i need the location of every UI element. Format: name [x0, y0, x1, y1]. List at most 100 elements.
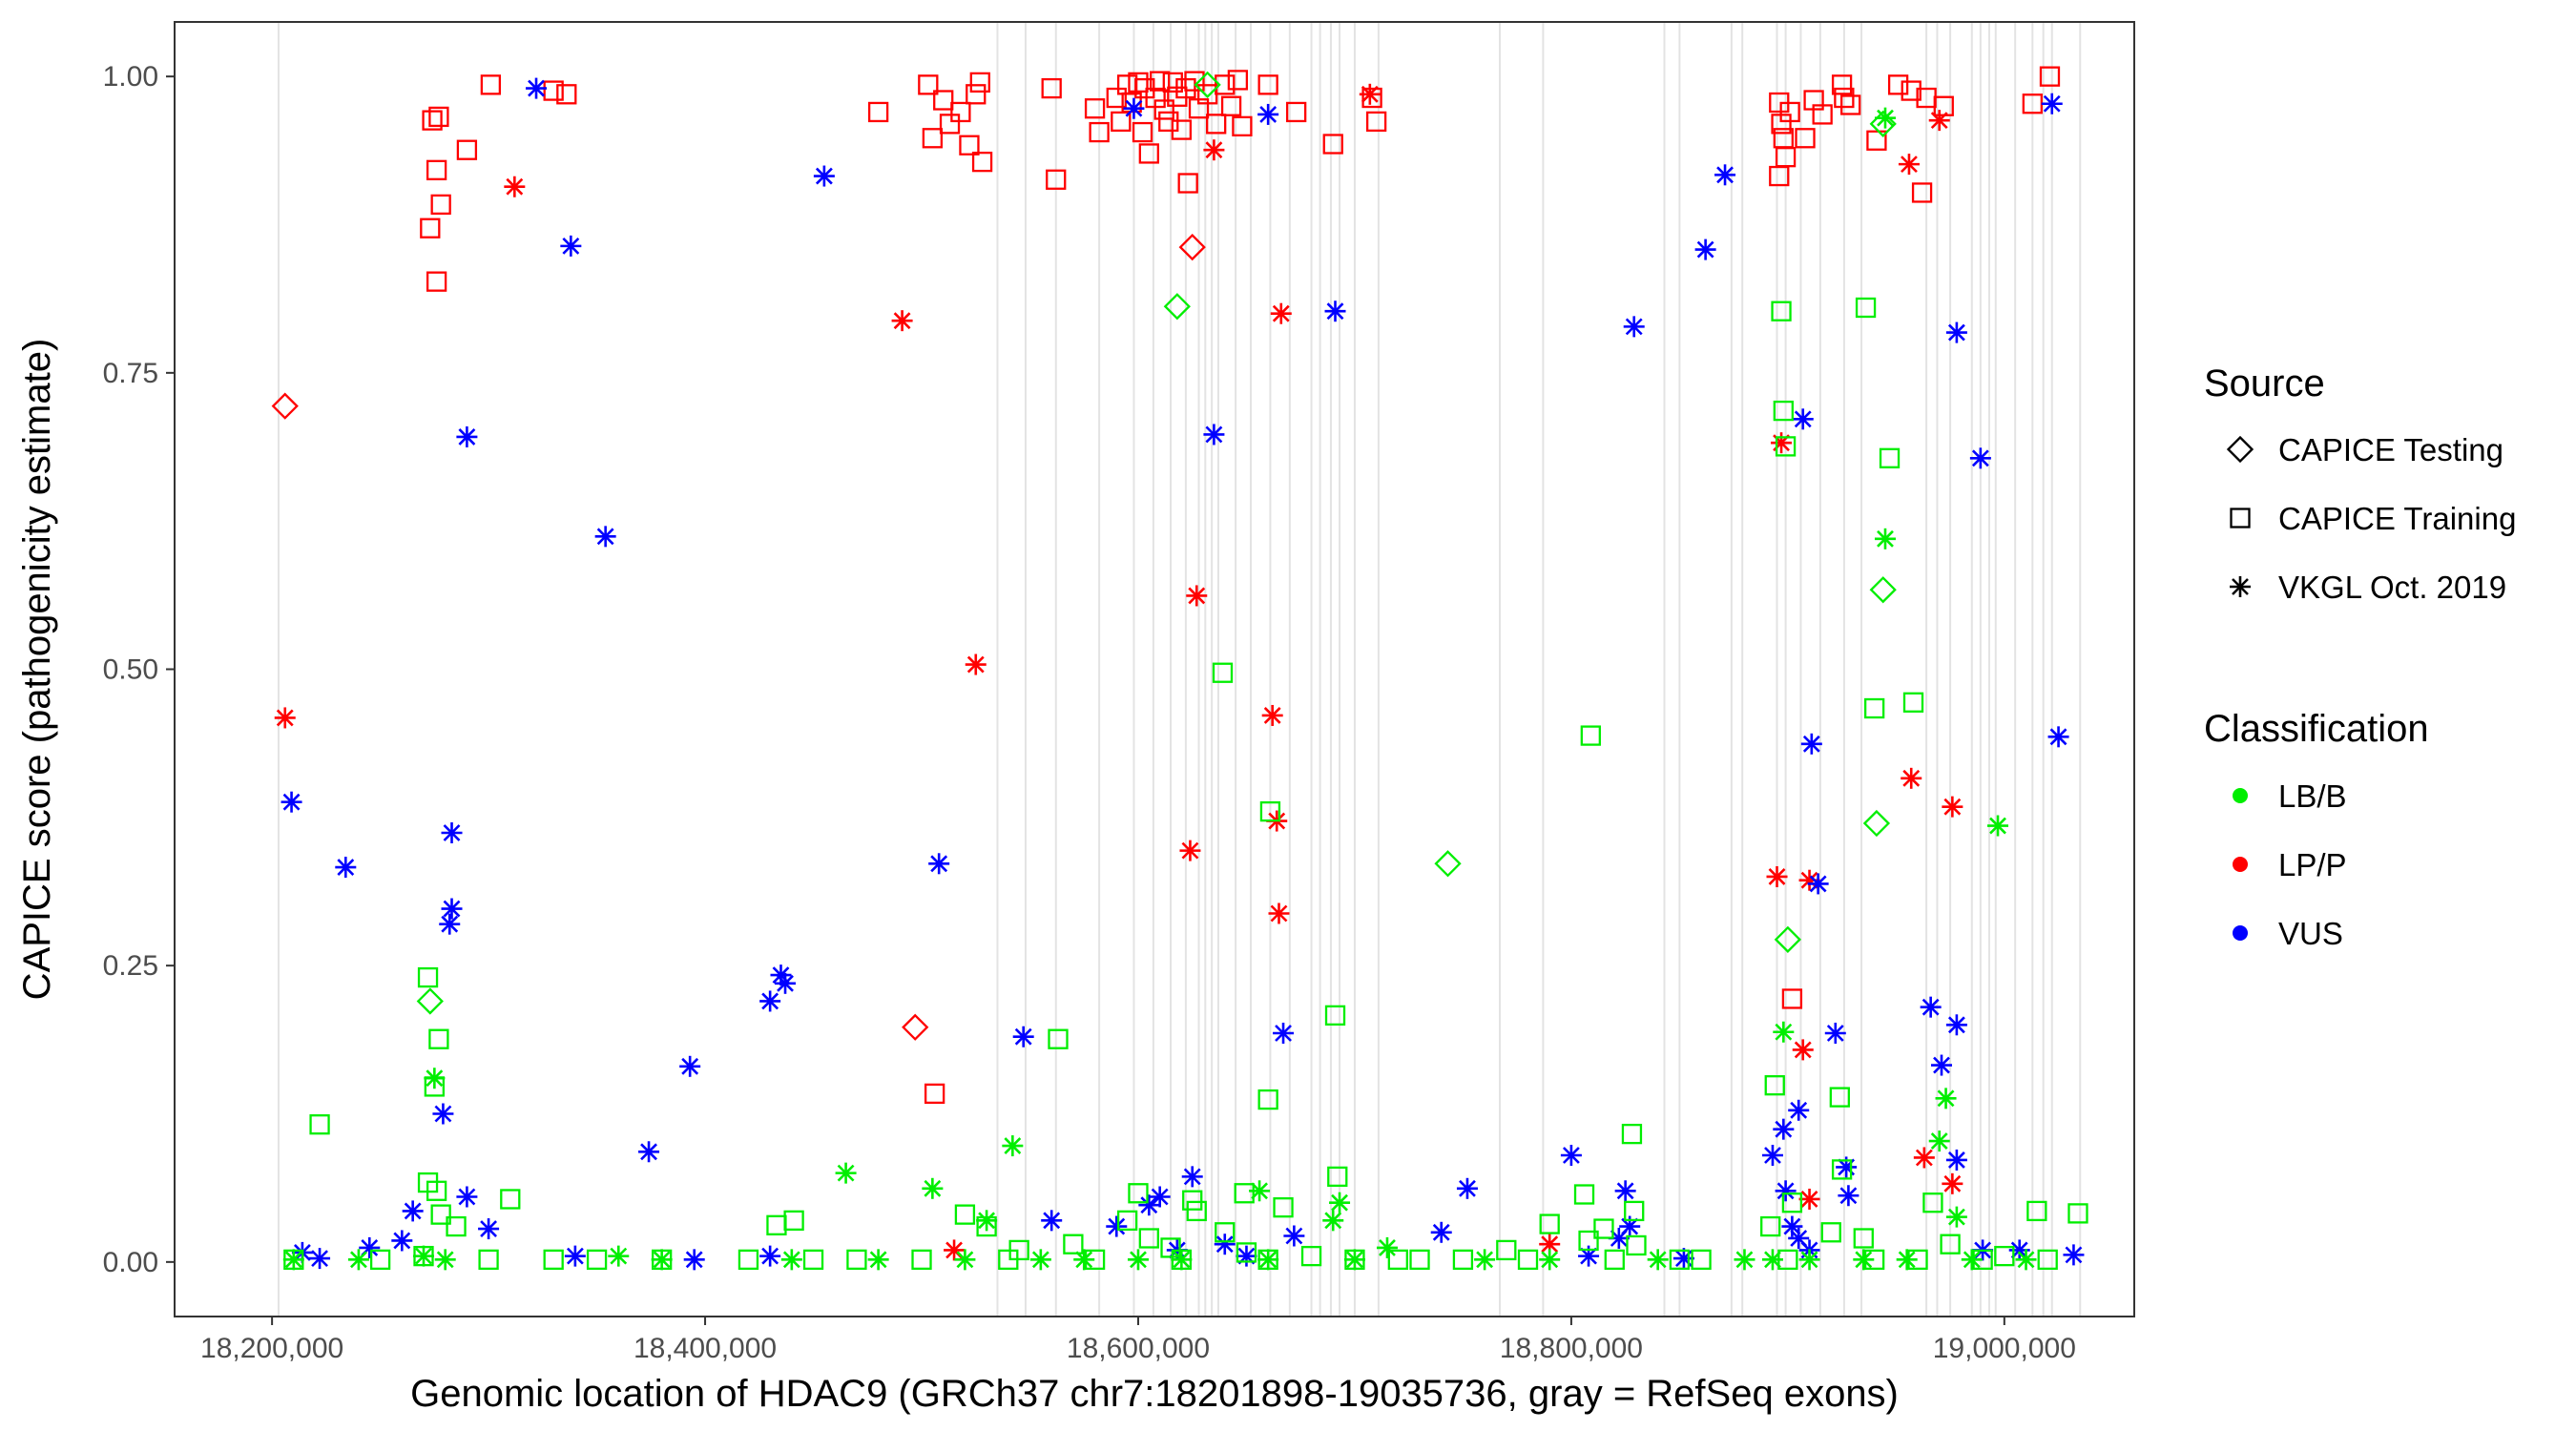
data-point [1046, 169, 1067, 190]
data-point [1206, 114, 1227, 135]
data-point [1232, 115, 1253, 137]
data-point [1669, 1249, 1691, 1271]
legend-key-dot [2233, 857, 2248, 872]
data-point [1286, 101, 1307, 123]
data-point [1162, 72, 1183, 93]
data-point [402, 1200, 424, 1222]
data-point [1560, 1144, 1582, 1166]
data-point [456, 1186, 478, 1208]
data-point [939, 114, 961, 135]
data-point [1942, 796, 1963, 818]
data-point [1106, 87, 1127, 109]
data-point [1324, 1005, 1346, 1027]
data-point [1178, 233, 1206, 261]
data-point [1182, 1190, 1203, 1211]
data-point [1002, 1135, 1024, 1157]
data-point [1869, 110, 1897, 137]
data-point [1539, 1234, 1561, 1255]
data-point [2041, 93, 2063, 114]
data-point [309, 1114, 330, 1135]
data-point [1812, 104, 1833, 125]
data-point [1128, 72, 1149, 93]
data-point [1902, 692, 1924, 713]
data-point [1539, 1249, 1561, 1271]
data-point [1573, 1184, 1595, 1205]
data-point [1779, 101, 1800, 123]
series-2 [416, 71, 1897, 1015]
data-point [683, 1249, 705, 1271]
data-point [1619, 1215, 1641, 1237]
legend-class-lbb: LB/B [2278, 778, 2347, 814]
y-tick-label: 1.00 [103, 61, 158, 93]
data-point [1775, 1180, 1797, 1202]
data-point [2039, 66, 2061, 87]
data-point [1580, 725, 1601, 746]
data-point [1106, 1215, 1128, 1237]
series-1 [271, 233, 1206, 1041]
data-point [1773, 1118, 1795, 1140]
data-point [1184, 71, 1205, 92]
data-point [1578, 1230, 1599, 1252]
data-point [1647, 1249, 1669, 1271]
data-point [420, 218, 441, 238]
data-point [1344, 1249, 1365, 1271]
data-point [1593, 1218, 1614, 1239]
data-point [1863, 1249, 1885, 1271]
data-point [1760, 1215, 1781, 1237]
data-point [1922, 1192, 1943, 1213]
data-point [1496, 1239, 1517, 1261]
data-point [1234, 1183, 1255, 1204]
series-0 [420, 66, 2061, 1105]
data-point [976, 1215, 997, 1237]
data-point [424, 1076, 446, 1097]
data-point [1771, 432, 1793, 454]
data-point [1694, 238, 1716, 260]
data-point [1987, 815, 2009, 837]
data-point [911, 1249, 932, 1271]
data-point [416, 987, 444, 1015]
data-point [1907, 1249, 1928, 1271]
data-point [413, 1245, 435, 1267]
data-point [1734, 1249, 1755, 1271]
data-point [1220, 95, 1242, 116]
data-point [950, 101, 971, 123]
data-point [954, 1249, 976, 1271]
data-point [1931, 1054, 1953, 1076]
data-point [928, 853, 950, 875]
data-point [1063, 1234, 1084, 1255]
data-point [282, 1249, 304, 1271]
data-point [1259, 800, 1281, 822]
data-point [783, 1210, 804, 1231]
data-point [1257, 74, 1278, 95]
data-point [1792, 408, 1814, 430]
data-point [1824, 1023, 1846, 1045]
data-point [1150, 71, 1171, 92]
data-point [1171, 1249, 1193, 1271]
data-point [1792, 1039, 1814, 1061]
legend-source-title: Source [2204, 363, 2325, 404]
data-point [1365, 111, 1387, 133]
data-point [1041, 77, 1062, 99]
data-point [1116, 1210, 1138, 1231]
data-point [1203, 424, 1225, 446]
data-point [1855, 297, 1877, 319]
data-point [1215, 74, 1236, 95]
series-6 [283, 297, 2088, 1271]
data-point [1048, 1028, 1069, 1049]
series-5 [282, 107, 2037, 1271]
data-point [1132, 121, 1153, 143]
data-point [1761, 1249, 1783, 1271]
data-point [439, 913, 461, 935]
data-point [1212, 662, 1234, 683]
data-point [1539, 1213, 1560, 1234]
data-point [1270, 302, 1292, 324]
data-point [1862, 809, 1891, 838]
data-point [1972, 1249, 1993, 1271]
data-point [1300, 1245, 1322, 1267]
data-point [1029, 1249, 1051, 1271]
data-point [1163, 293, 1191, 321]
data-point [1128, 1183, 1149, 1204]
data-point [1138, 1194, 1160, 1216]
data-point [1073, 1249, 1095, 1271]
data-point [971, 151, 993, 173]
